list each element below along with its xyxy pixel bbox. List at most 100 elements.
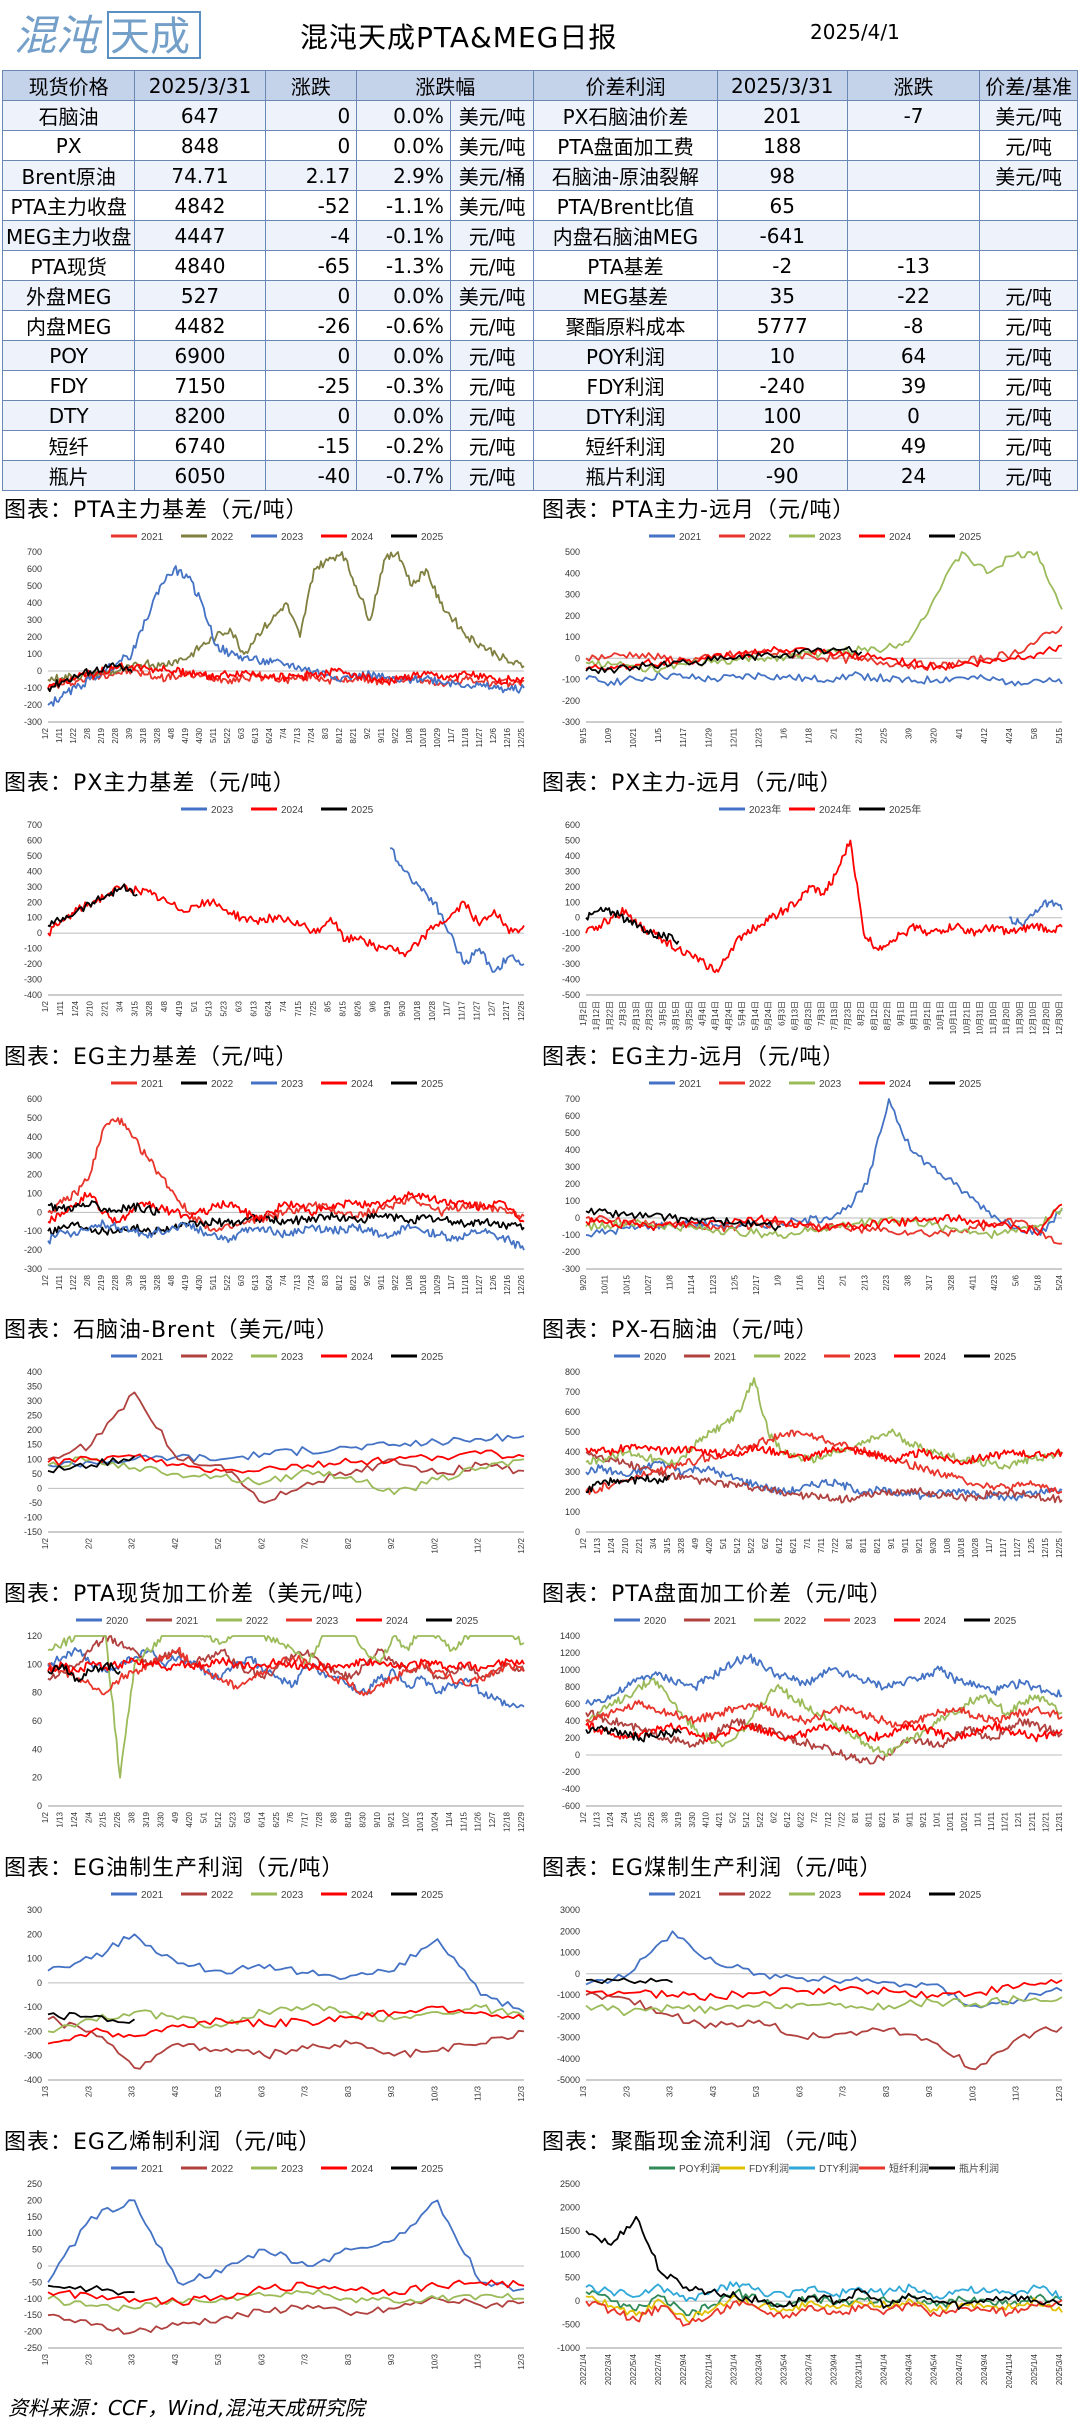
x-tick-label: 11/7 bbox=[443, 1000, 452, 1016]
y-tick-label: -200 bbox=[24, 2026, 42, 2036]
x-tick-label: 6/13 bbox=[249, 1000, 258, 1016]
x-tick-label: 11月20日 bbox=[1002, 1001, 1011, 1034]
y-tick-label: 100 bbox=[27, 649, 42, 659]
x-tick-label: 12/6 bbox=[489, 727, 498, 743]
series-line bbox=[585, 1207, 781, 1232]
table-row: MEG主力收盘 4447 -4 -0.1% 元/吨 内盘石脑油MEG -641 bbox=[1, 220, 1078, 251]
legend-label: 2023 bbox=[819, 1079, 842, 1090]
legend-entry: 2022 bbox=[181, 532, 234, 543]
y-tick-label: 100 bbox=[27, 1659, 42, 1669]
series-line bbox=[47, 1391, 525, 1504]
x-tick-label: 4/8 bbox=[167, 727, 176, 739]
x-tick-label: 12/25 bbox=[1055, 1537, 1064, 1558]
x-tick-label: 2/23 bbox=[882, 1274, 891, 1290]
x-tick-label: 5/22 bbox=[223, 1274, 232, 1290]
legend-entry: 2021 bbox=[111, 1352, 164, 1363]
y-tick-label: 0 bbox=[575, 2296, 580, 2306]
x-tick-label: 4/19 bbox=[181, 727, 190, 743]
legend-entry: 2025 bbox=[964, 1616, 1017, 1627]
x-tick-label: 3/9 bbox=[125, 1274, 134, 1286]
table-cell: 4840 bbox=[134, 250, 266, 281]
x-tick-label: 10/28 bbox=[428, 1000, 437, 1021]
y-tick-label: 350 bbox=[27, 1382, 42, 1392]
legend-label: 2023年 bbox=[749, 803, 781, 816]
y-tick-label: 800 bbox=[565, 1682, 580, 1692]
x-tick-label: 1/24 bbox=[606, 1811, 615, 1827]
x-tick-label: 9/11 bbox=[901, 1537, 910, 1553]
x-tick-label: 9/30 bbox=[929, 1537, 938, 1553]
y-tick-label: -100 bbox=[24, 2002, 42, 2012]
x-tick-label: 6/3 bbox=[237, 727, 246, 739]
table-cell bbox=[846, 190, 981, 221]
x-tick-label: 6/3 bbox=[257, 2353, 266, 2365]
y-tick-label: 200 bbox=[27, 897, 42, 907]
legend-label: 2025年 bbox=[889, 803, 921, 816]
y-tick-label: 0 bbox=[575, 1969, 580, 1979]
legend-label: 2020 bbox=[644, 1352, 667, 1363]
table-header-cell: 价差/基准 bbox=[979, 70, 1078, 101]
table-cell: 20 bbox=[716, 430, 848, 461]
series-line bbox=[47, 883, 525, 958]
series-line bbox=[585, 2215, 1063, 2311]
table-cell: DTY利润 bbox=[533, 400, 718, 431]
y-tick-label: 500 bbox=[565, 1427, 580, 1437]
y-tick-label: -100 bbox=[24, 944, 42, 954]
legend-label: 2023 bbox=[316, 1616, 339, 1627]
table-cell: -90 bbox=[716, 460, 848, 491]
series-line bbox=[47, 2005, 525, 2045]
y-tick-label: -400 bbox=[562, 975, 580, 985]
y-tick-label: -4000 bbox=[557, 2054, 580, 2064]
series-line bbox=[47, 2003, 525, 2034]
y-tick-label: 300 bbox=[565, 590, 580, 600]
y-tick-label: 80 bbox=[32, 1688, 42, 1698]
y-tick-label: 700 bbox=[565, 1094, 580, 1104]
table-cell: 美元/吨 bbox=[979, 160, 1078, 191]
y-tick-label: 0 bbox=[575, 1213, 580, 1223]
legend-entry: 2022 bbox=[181, 1890, 234, 1901]
x-tick-label: 3/28 bbox=[145, 1000, 154, 1016]
y-tick-label: 0 bbox=[37, 1207, 42, 1217]
table-cell: 外盘MEG bbox=[1, 280, 136, 311]
table-cell: 美元/桶 bbox=[449, 160, 535, 191]
table-cell: 0.0% bbox=[356, 340, 451, 371]
table-cell: 元/吨 bbox=[449, 310, 535, 341]
table-cell: 10 bbox=[716, 340, 848, 371]
y-tick-label: 250 bbox=[27, 1411, 42, 1421]
y-tick-label: 600 bbox=[565, 820, 580, 830]
table-cell: 元/吨 bbox=[449, 220, 535, 251]
x-tick-label: 12/25 bbox=[517, 727, 526, 748]
y-tick-label: 700 bbox=[565, 1387, 580, 1397]
y-tick-label: 100 bbox=[27, 913, 42, 923]
svg-text:混沌: 混沌 bbox=[14, 11, 103, 60]
series-line bbox=[585, 906, 680, 945]
x-tick-label: 2/8 bbox=[83, 727, 92, 739]
table-cell: FDY bbox=[1, 370, 136, 401]
x-tick-label: 4/3 bbox=[171, 2085, 180, 2097]
y-tick-label: 400 bbox=[565, 568, 580, 578]
table-cell bbox=[979, 220, 1078, 251]
y-tick-label: -1000 bbox=[557, 1990, 580, 2000]
table-cell: PTA基差 bbox=[533, 250, 718, 281]
x-tick-label: 7/11 bbox=[817, 1537, 826, 1553]
y-tick-label: 500 bbox=[565, 547, 580, 557]
x-tick-label: 6/13 bbox=[251, 1274, 260, 1290]
table-cell: 35 bbox=[716, 280, 848, 311]
y-tick-label: -2000 bbox=[557, 2011, 580, 2021]
legend-label: 2022 bbox=[749, 1079, 772, 1090]
x-tick-label: 9/2 bbox=[387, 1537, 396, 1549]
table-cell: 元/吨 bbox=[979, 280, 1078, 311]
x-tick-label: 10/18 bbox=[419, 727, 428, 748]
report-header: 混沌 天成 混沌天成PTA&MEG日报 2025/4/1 bbox=[0, 0, 1080, 70]
y-tick-label: 100 bbox=[27, 2228, 42, 2238]
table-cell: -240 bbox=[716, 370, 848, 401]
y-tick-label: 100 bbox=[565, 897, 580, 907]
x-tick-label: 11/7 bbox=[447, 1274, 456, 1290]
y-tick-label: 0 bbox=[575, 1750, 580, 1760]
x-tick-label: 2/1 bbox=[839, 1274, 848, 1286]
table-cell: 6740 bbox=[134, 430, 266, 461]
legend-entry: FDY利润 bbox=[719, 2162, 789, 2175]
legend-entry: 2023 bbox=[251, 2164, 304, 2175]
series-line bbox=[47, 2015, 525, 2070]
x-tick-label: 10/9 bbox=[604, 727, 613, 743]
series-line bbox=[585, 839, 1063, 974]
